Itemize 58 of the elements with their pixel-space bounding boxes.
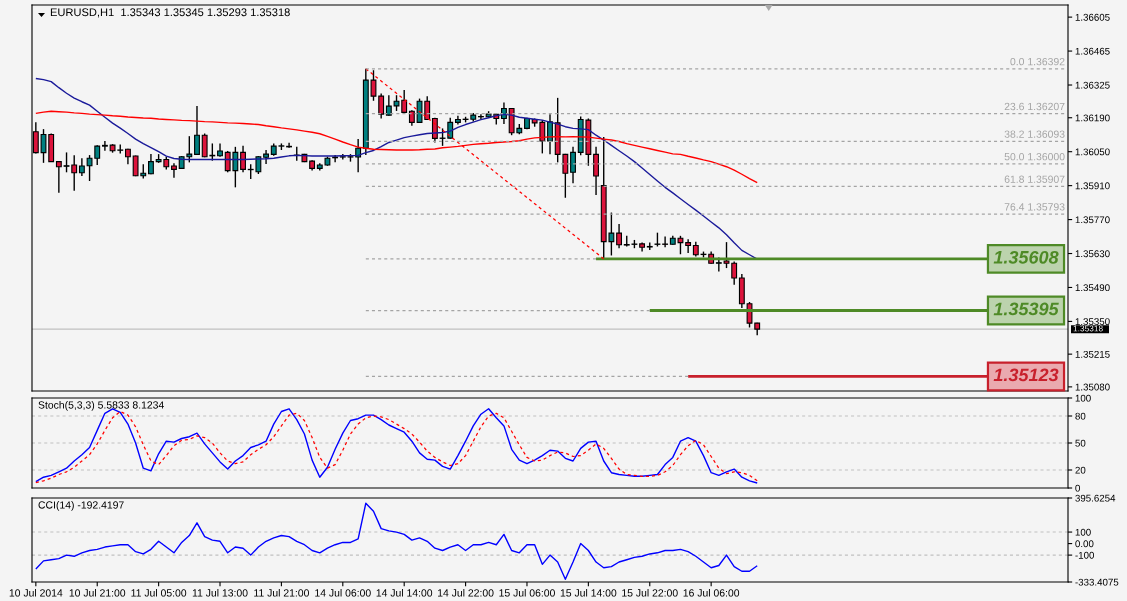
y-tick-label: 1.36050	[1075, 148, 1110, 156]
candlestick	[570, 146, 576, 184]
candlestick	[240, 145, 246, 173]
x-tick-label: 15 Jul 22:00	[622, 588, 678, 597]
series-label: 76.4 1.35793	[1004, 203, 1065, 211]
line-series	[35, 502, 758, 580]
y-tick-label: 1.35910	[1075, 182, 1110, 190]
y-tick-label: 1.35215	[1075, 350, 1110, 358]
candlestick	[685, 238, 692, 254]
x-tick-label: 10 Jul 21:00	[69, 588, 126, 597]
chart-title: EURUSD,H1 1.35343 1.35345 1.35293 1.35318	[50, 8, 290, 18]
series-label: 38.2 1.36093	[1004, 130, 1065, 138]
series-label: 1.35608	[993, 250, 1059, 264]
series-label: 0.0 1.36392	[1010, 57, 1065, 66]
candlestick	[55, 160, 62, 194]
y-tick-label: 80	[1075, 412, 1086, 420]
y-tick-label: 395.6254	[1075, 494, 1116, 502]
y-tick-label: 50	[1075, 439, 1086, 447]
y-tick-label: 1.36190	[1075, 114, 1110, 122]
series-label: 50.0 1.36000	[1004, 152, 1065, 161]
candlestick	[593, 146, 599, 196]
x-tick-label: 14 Jul 06:00	[315, 588, 371, 597]
candlestick	[171, 162, 177, 179]
series-label: 23.6 1.36207	[1004, 102, 1065, 111]
y-tick-label: 1.35490	[1075, 284, 1110, 292]
y-tick-label: 1.36465	[1075, 47, 1110, 55]
x-tick-label: 11 Jul 21:00	[254, 588, 309, 597]
x-tick-label: 11 Jul 05:00	[131, 588, 187, 597]
ref-line-label: 1.35318	[1073, 325, 1103, 332]
y-tick-label: 100	[1075, 394, 1091, 402]
y-tick-label: -100	[1075, 551, 1095, 559]
series-label: 1.35395	[993, 302, 1059, 316]
series-label: 61.8 1.35907	[1004, 175, 1065, 183]
y-tick-label: 0.00	[1075, 540, 1094, 548]
x-tick-label: 16 Jul 06:00	[683, 588, 740, 597]
y-tick-label: 100	[1075, 528, 1091, 536]
series-label: 1.35123	[993, 368, 1059, 382]
x-tick-label: 14 Jul 22:00	[438, 588, 494, 597]
x-tick-label: 11 Jul 13:00	[192, 588, 248, 597]
y-tick-label: 0	[1075, 484, 1080, 492]
x-tick-label: 15 Jul 14:00	[560, 588, 617, 597]
x-tick-label: 15 Jul 06:00	[499, 588, 555, 597]
y-tick-label: 1.36605	[1075, 13, 1110, 21]
chart-title: Stoch(5,3,3) 5.5833 8.1234	[38, 401, 164, 411]
candlestick	[662, 235, 669, 248]
candlestick	[194, 105, 200, 156]
y-tick-label: -333.4075	[1075, 578, 1119, 586]
candlestick	[101, 140, 108, 152]
y-tick-label: 1.35350	[1075, 318, 1110, 326]
y-tick-label: 1.35630	[1075, 250, 1110, 258]
y-tick-label: 1.36325	[1075, 81, 1110, 89]
y-tick-label: 1.35770	[1075, 216, 1110, 224]
x-tick-label: 14 Jul 14:00	[376, 588, 433, 597]
candlestick	[616, 223, 623, 249]
chart-title: CCI(14) -192.4197	[38, 501, 124, 511]
y-tick-label: 20	[1075, 466, 1086, 474]
x-tick-label: 10 Jul 2014	[9, 588, 63, 597]
y-tick-label: 1.35080	[1075, 383, 1110, 391]
